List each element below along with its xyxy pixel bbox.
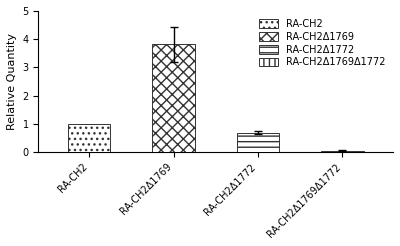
Bar [152,44,195,152]
Bar [237,133,279,152]
Legend: RA-CH2, RA-CH2Δ1769, RA-CH2Δ1772, RA-CH2Δ1769Δ1772: RA-CH2, RA-CH2Δ1769, RA-CH2Δ1772, RA-CH2… [256,16,388,70]
Bar [68,124,110,152]
Y-axis label: Relative Quantity: Relative Quantity [7,33,17,130]
Bar [321,151,364,152]
